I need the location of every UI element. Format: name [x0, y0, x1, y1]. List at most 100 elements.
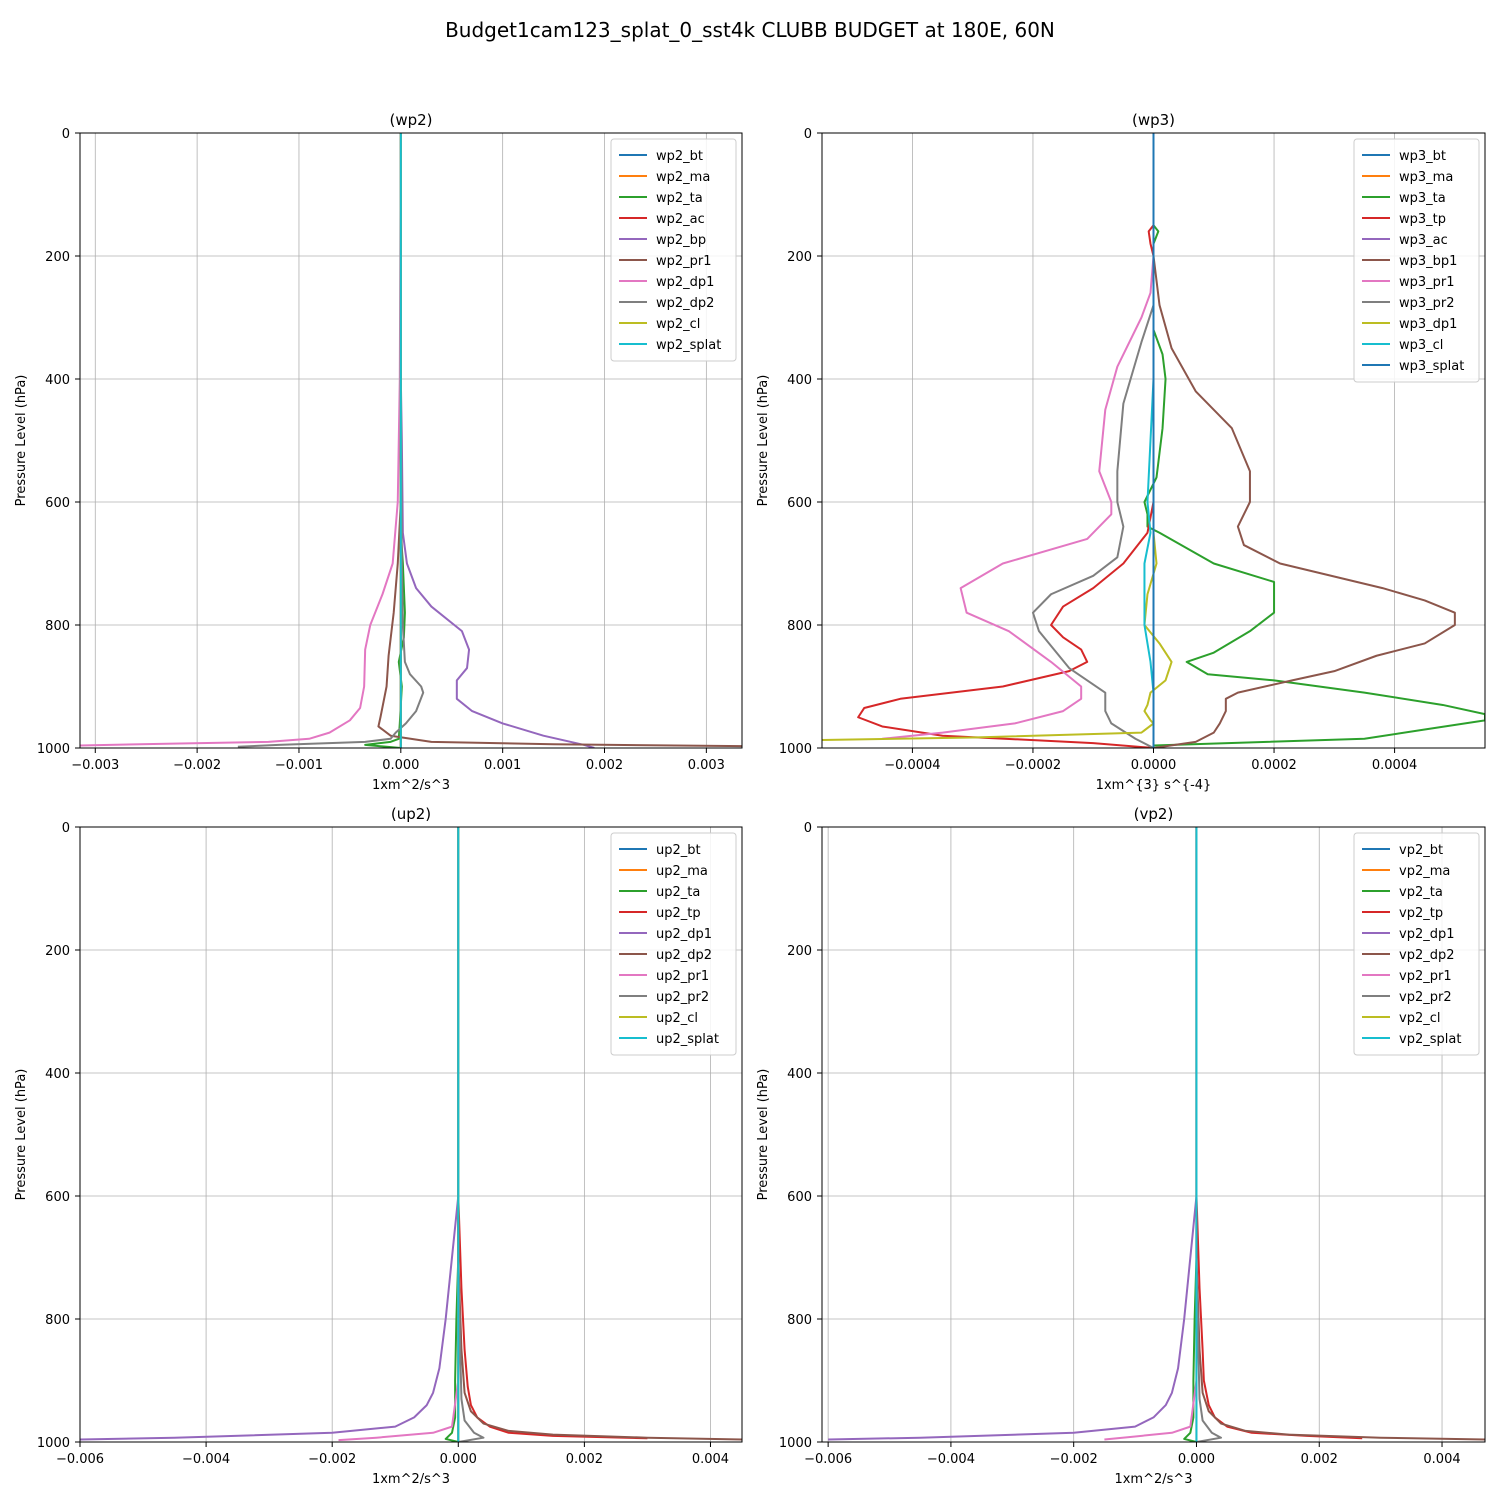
- x-tick-label: 0.000: [382, 758, 419, 773]
- y-tick-label: 0: [62, 821, 70, 836]
- x-tick-label: −0.0002: [1005, 758, 1061, 773]
- x-tick-label: 0.001: [484, 758, 521, 773]
- legend-entry: up2_ta: [656, 885, 700, 900]
- legend-box: [610, 138, 737, 362]
- x-tick-label: 0.0004: [1372, 758, 1418, 773]
- y-tick-label: 0: [804, 127, 812, 142]
- x-tick-label: 0.000: [440, 1452, 477, 1467]
- panel-title: (wp3): [1132, 111, 1175, 129]
- x-tick-label: 0.002: [566, 1452, 603, 1467]
- series-line-wp3_pr2: [1031, 133, 1155, 748]
- legend-entry: wp3_ac: [1399, 233, 1448, 248]
- y-axis-label: Pressure Level (hPa): [14, 375, 29, 507]
- plot-frame: [79, 132, 743, 749]
- legend-entry: wp2_ma: [656, 170, 710, 185]
- y-tick-label: 400: [787, 1067, 812, 1082]
- legend-entry: up2_dp2: [656, 948, 712, 963]
- series-group: [828, 827, 1485, 1442]
- legend-entry: wp3_splat: [1399, 359, 1464, 374]
- legend-entry: wp3_pr2: [1399, 296, 1455, 311]
- legend-entry: wp2_bt: [656, 149, 703, 164]
- x-tick-label: 0.0002: [1251, 758, 1297, 773]
- legend-entry: wp2_ta: [656, 191, 703, 206]
- x-tick-label: 0.003: [688, 758, 725, 773]
- series-line-wp3_dp1: [822, 133, 1173, 741]
- y-tick-label: 600: [787, 496, 812, 511]
- series-line-wp3_pr1: [882, 133, 1155, 740]
- legend-entry: up2_tp: [656, 906, 701, 921]
- legend-entry: vp2_dp2: [1399, 948, 1455, 963]
- legend-entry: up2_cl: [656, 1011, 698, 1026]
- legend: wp2_bt wp2_ma wp2_ta wp2_ac wp2_bp wp2_pr1 wp2…: [610, 138, 737, 362]
- x-tick-label: 0.004: [692, 1452, 729, 1467]
- legend-box: [1353, 832, 1480, 1056]
- legend-entry: wp3_bt: [1399, 149, 1446, 164]
- legend-box: [1353, 138, 1480, 383]
- legend-entry: wp2_dp1: [656, 275, 714, 290]
- y-tick-label: 200: [45, 250, 70, 265]
- x-tick-label: 0.004: [1423, 1452, 1460, 1467]
- legend-entry: up2_pr2: [656, 990, 709, 1005]
- y-tick-label: 1000: [37, 1436, 70, 1451]
- y-axis-label: Pressure Level (hPa): [756, 375, 771, 507]
- legend-entry: wp3_cl: [1399, 338, 1443, 353]
- y-axis-label: Pressure Level (hPa): [14, 1069, 29, 1201]
- legend-entry: up2_ma: [656, 864, 708, 879]
- x-tick-label: 0.002: [586, 758, 623, 773]
- legend-entry: vp2_cl: [1399, 1011, 1440, 1026]
- panel-title: (wp2): [389, 111, 432, 129]
- legend-entry: wp3_bp1: [1399, 254, 1457, 269]
- legend-entry: wp2_ac: [656, 212, 705, 227]
- series-line-wp3_bp1: [1152, 133, 1456, 748]
- y-tick-label: 1000: [779, 1436, 812, 1451]
- series-line-wp3_tp: [857, 133, 1155, 748]
- y-tick-label: 200: [45, 944, 70, 959]
- y-tick-label: 200: [787, 250, 812, 265]
- legend-entry: wp2_dp2: [656, 296, 714, 311]
- legend-entry: up2_dp1: [656, 927, 712, 942]
- panel-4: −0.006 −0.004 −0.002 0.000 0.002 0.004 0 200 400…: [756, 805, 1486, 1487]
- series-line-wp3_ta: [1143, 133, 1485, 747]
- y-tick-label: 600: [45, 496, 70, 511]
- legend-entry: wp3_dp1: [1399, 317, 1457, 332]
- series-group: [822, 133, 1485, 748]
- y-tick-label: 0: [804, 821, 812, 836]
- legend-entry: vp2_pr2: [1399, 990, 1452, 1005]
- legend-entry: vp2_tp: [1399, 906, 1443, 921]
- y-tick-label: 0: [62, 127, 70, 142]
- legend-entry: wp2_splat: [656, 338, 721, 353]
- legend-entry: vp2_ma: [1399, 864, 1450, 879]
- y-tick-label: 800: [45, 1313, 70, 1328]
- y-tick-label: 800: [787, 1313, 812, 1328]
- y-tick-label: 1000: [779, 742, 812, 757]
- legend-entry: vp2_bt: [1399, 843, 1443, 858]
- y-axis-label: Pressure Level (hPa): [756, 1069, 771, 1201]
- x-tick-label: −0.004: [927, 1452, 975, 1467]
- panel-title: (vp2): [1134, 805, 1174, 823]
- series-line-wp2_dp2: [237, 133, 425, 748]
- series-line-up2_tp: [457, 827, 648, 1440]
- x-axis-label: 1xm^2/s^3: [372, 1472, 450, 1487]
- panel-title: (up2): [391, 805, 431, 823]
- y-tick-label: 1000: [37, 742, 70, 757]
- series-group: [80, 133, 742, 748]
- series-line-up2_dp1: [80, 827, 460, 1441]
- x-tick-label: 0.0000: [1131, 758, 1177, 773]
- legend-entry: vp2_ta: [1399, 885, 1443, 900]
- plot-frame: [821, 826, 1486, 1443]
- legend-entry: wp2_cl: [656, 317, 700, 332]
- panel-3: −0.006 −0.004 −0.002 0.000 0.002 0.004 0 200 400…: [14, 805, 743, 1487]
- legend: up2_bt up2_ma up2_ta up2_tp up2_dp1 up2_dp2up…: [610, 832, 737, 1056]
- series-line-wp2_bp: [399, 133, 595, 748]
- y-tick-label: 600: [45, 1190, 70, 1205]
- legend-entry: up2_bt: [656, 843, 701, 858]
- legend-entry: vp2_splat: [1399, 1032, 1461, 1047]
- series-line-wp2_dp1: [80, 133, 402, 747]
- panel-1: −0.003 −0.002 −0.001 0.000 0.001 0.002 0.003 0 2…: [14, 111, 743, 793]
- y-tick-label: 800: [787, 619, 812, 634]
- legend-entry: wp2_pr1: [656, 254, 712, 269]
- series-group: [80, 827, 742, 1442]
- plot-frame: [79, 826, 743, 1443]
